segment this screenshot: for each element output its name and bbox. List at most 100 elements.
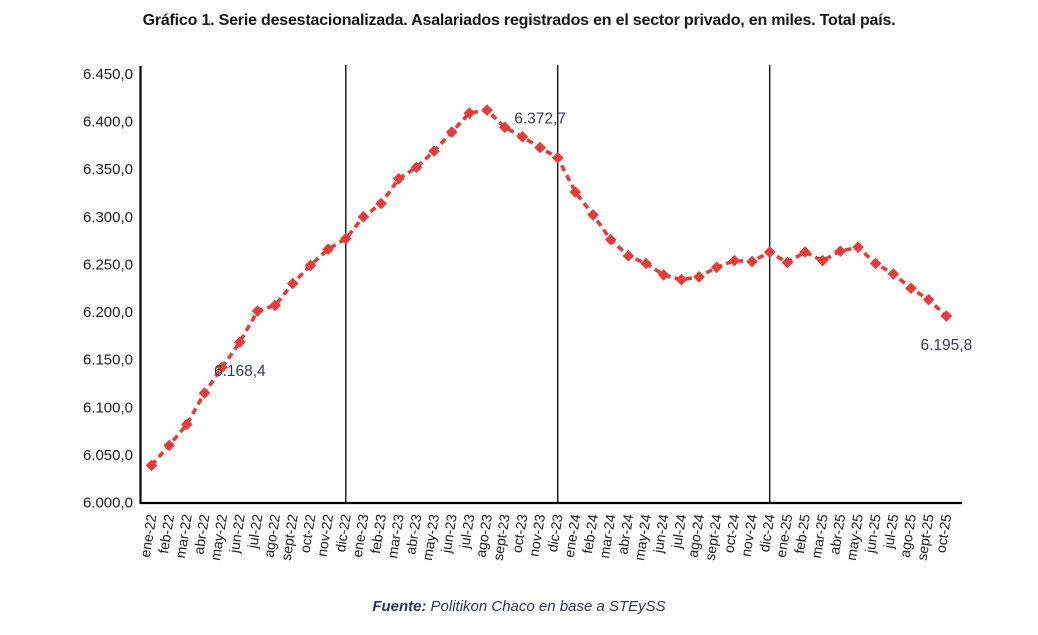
x-tick-label: ene-24: [561, 513, 584, 559]
data-point-may-23: [428, 145, 440, 157]
x-tick-label: abr-23: [402, 513, 424, 556]
x-tick-label: mar-23: [384, 513, 407, 560]
y-tick-label: 6.050,0: [83, 447, 133, 464]
data-point-abr-24: [622, 250, 635, 262]
data-point-abr-22: [198, 387, 211, 399]
y-tick-label: 6.150,0: [83, 352, 133, 369]
x-tick-label: ene-25: [773, 513, 796, 559]
data-point-dic-22: [339, 232, 352, 245]
data-point-nov-24: [746, 255, 758, 268]
data-point-ago-25: [905, 282, 917, 295]
x-tick-label: mar-25: [808, 513, 831, 560]
y-tick-label: 6.450,0: [83, 66, 133, 83]
data-point-may-25: [852, 241, 864, 254]
y-tick-label: 6.200,0: [83, 304, 133, 321]
data-point-nov-23: [534, 141, 546, 154]
x-tick-label: feb-22: [155, 513, 177, 555]
x-tick-label: sept-25: [914, 513, 937, 562]
x-tick-label: dic-23: [544, 513, 566, 553]
data-point-ago-23: [481, 104, 493, 116]
data-point-feb-23: [375, 197, 387, 210]
data-point-sept-25: [922, 293, 935, 306]
x-tick-label: ene-22: [137, 513, 160, 559]
data-point-abr-23: [410, 161, 423, 174]
source-label: Fuente:: [372, 598, 427, 615]
x-tick-label: jul-24: [668, 513, 689, 551]
point-label-jun-22: 6.168,4: [214, 363, 266, 380]
x-tick-label: mar-24: [596, 513, 619, 560]
data-point-oct-24: [728, 254, 741, 267]
y-tick-label: 6.250,0: [83, 256, 133, 273]
data-point-nov-22: [322, 243, 334, 256]
x-tick-label: oct-23: [508, 513, 530, 554]
x-tick-label: may-23: [419, 513, 442, 562]
data-point-sept-23: [498, 121, 511, 134]
x-tick-label: jul-22: [244, 513, 265, 551]
data-point-mar-23: [392, 172, 405, 185]
data-point-ene-24: [569, 186, 582, 198]
x-tick-label: feb-25: [791, 513, 813, 555]
x-tick-label: jul-23: [456, 513, 477, 551]
x-tick-label: jun-24: [650, 513, 672, 555]
x-tick-label: jun-23: [438, 513, 460, 555]
x-tick-label: ene-23: [349, 513, 372, 559]
data-point-oct-25: [940, 310, 953, 322]
data-point-dic-23: [551, 151, 564, 164]
data-point-feb-24: [587, 209, 599, 221]
y-tick-label: 6.350,0: [83, 161, 133, 178]
data-point-dic-24: [763, 246, 776, 258]
y-tick-label: 6.100,0: [83, 399, 133, 416]
data-point-ene-23: [357, 211, 370, 223]
data-point-jul-24: [675, 273, 688, 286]
data-point-jul-22: [251, 305, 264, 317]
x-tick-label: jun-25: [862, 513, 884, 555]
x-tick-label: ago-25: [896, 513, 919, 559]
x-tick-label: may-22: [207, 513, 230, 562]
x-tick-label: abr-25: [826, 513, 848, 556]
chart-title: Gráfico 1. Serie desestacionalizada. Asa…: [142, 12, 896, 29]
x-tick-label: sept-22: [278, 513, 301, 562]
x-tick-label: dic-24: [756, 513, 778, 553]
data-point-oct-22: [304, 259, 317, 272]
x-tick-label: may-25: [843, 513, 866, 562]
x-tick-label: abr-24: [614, 513, 636, 556]
data-line: [150, 108, 948, 467]
data-point-feb-22: [163, 439, 175, 452]
x-tick-label: feb-23: [367, 513, 389, 555]
x-tick-label: sept-23: [490, 513, 513, 562]
source-text: Politikon Chaco en base a STEySS: [430, 598, 666, 615]
data-point-may-22: [216, 361, 228, 374]
source-note: Fuente: Politikon Chaco en base a STEySS: [0, 598, 1038, 615]
x-tick-label: abr-22: [190, 513, 212, 556]
x-tick-label: may-24: [631, 513, 654, 562]
x-tick-label: jun-22: [226, 513, 248, 555]
y-tick-label: 6.300,0: [83, 209, 133, 226]
y-tick-label: 6.400,0: [83, 114, 133, 131]
x-tick-label: mar-22: [172, 513, 195, 560]
data-point-ago-22: [269, 299, 281, 312]
x-tick-label: nov-23: [526, 513, 549, 558]
x-tick-label: sept-24: [702, 513, 725, 562]
point-label-oct-25: 6.195,8: [920, 337, 972, 354]
data-point-ago-24: [693, 271, 705, 283]
x-tick-label: nov-22: [314, 513, 337, 558]
x-tick-label: oct-24: [720, 513, 742, 554]
x-tick-label: oct-25: [932, 513, 954, 554]
data-point-jun-23: [445, 126, 458, 138]
x-tick-label: ago-22: [260, 513, 283, 559]
data-point-may-24: [640, 257, 652, 270]
x-tick-label: jul-25: [880, 513, 901, 551]
x-tick-label: ago-24: [684, 513, 707, 559]
y-tick-label: 6.000,0: [83, 495, 133, 512]
x-tick-label: oct-22: [297, 513, 319, 554]
data-point-mar-24: [604, 233, 617, 246]
data-point-jul-25: [887, 268, 900, 280]
x-tick-label: feb-24: [579, 513, 601, 555]
x-tick-label: ago-23: [472, 513, 495, 559]
x-tick-label: nov-24: [738, 513, 761, 558]
point-label-nov-23: 6.372,7: [514, 111, 566, 128]
data-point-sept-22: [287, 277, 299, 290]
x-tick-label: dic-22: [332, 513, 354, 553]
